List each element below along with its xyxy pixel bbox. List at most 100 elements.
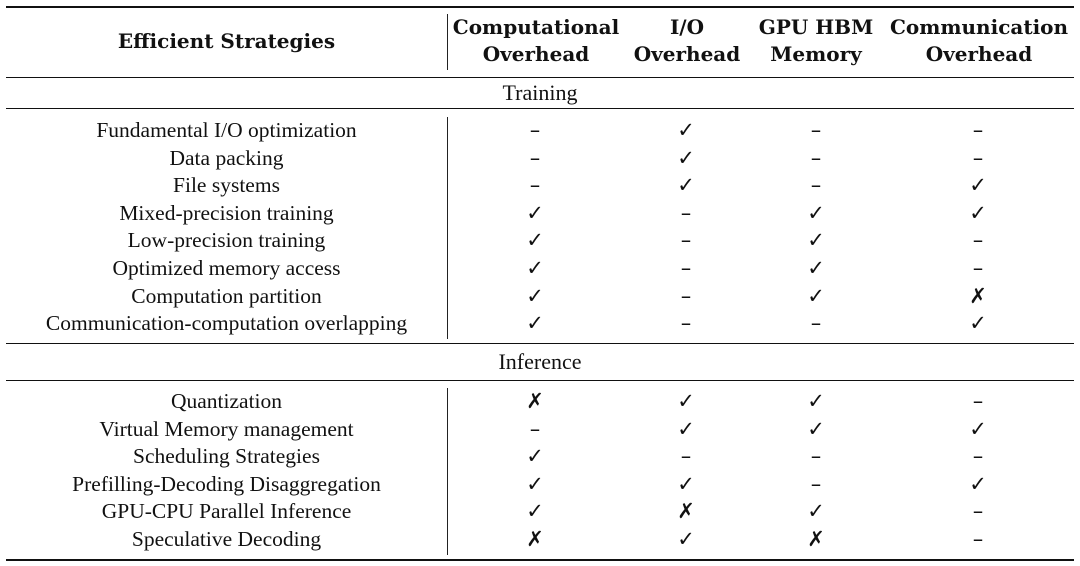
check-mark-icon-computational: ✓ xyxy=(526,471,544,496)
dash-mark-gpu-hbm: – xyxy=(810,444,822,469)
inference-section-rule xyxy=(6,380,1074,381)
table-row: Computation partition ✓ – ✓ ✗ xyxy=(0,283,1080,311)
dash-mark-gpu-hbm: – xyxy=(810,471,822,496)
check-mark-icon-gpu-hbm: ✓ xyxy=(807,389,825,413)
strategy-name: Quantization xyxy=(170,389,283,413)
header-rule xyxy=(6,77,1074,78)
dash-mark-communication: – xyxy=(972,389,984,413)
check-mark-icon-computational: ✓ xyxy=(526,499,544,524)
table-row: Quantization ✗ ✓ ✓ – xyxy=(0,388,1080,416)
table-row: Scheduling Strategies ✓ – – – xyxy=(0,443,1080,471)
dash-mark-communication: – xyxy=(972,444,984,469)
check-mark-icon-communication: ✓ xyxy=(969,311,987,336)
dash-mark-computational: – xyxy=(529,416,541,441)
check-mark-icon-gpu-hbm: ✓ xyxy=(807,499,825,524)
dash-mark-gpu-hbm: – xyxy=(810,311,822,336)
check-mark-icon-computational: ✓ xyxy=(526,200,544,225)
check-mark-icon-communication: ✓ xyxy=(969,200,987,225)
training-separator xyxy=(447,117,448,339)
cross-mark-icon-computational: ✗ xyxy=(526,389,544,413)
top-rule xyxy=(6,6,1074,8)
check-mark-icon-communication: ✓ xyxy=(969,173,987,198)
check-mark-icon-io: ✓ xyxy=(677,145,695,170)
header-computational-overhead: Computational Overhead xyxy=(452,15,620,66)
dash-mark-computational: – xyxy=(529,173,541,198)
strategy-name: Mixed-precision training xyxy=(119,200,334,225)
table-row: GPU-CPU Parallel Inference ✓ ✗ ✓ – xyxy=(0,498,1080,526)
dash-mark-io: – xyxy=(680,200,692,225)
dash-mark-communication: – xyxy=(972,256,984,280)
check-mark-icon-io: ✓ xyxy=(677,389,695,413)
cross-mark-icon-communication: ✗ xyxy=(969,283,987,308)
check-mark-icon-computational: ✓ xyxy=(526,444,544,469)
dash-mark-computational: – xyxy=(529,118,541,142)
strategy-name: Communication-computation overlapping xyxy=(45,311,408,336)
table-row: Prefilling-Decoding Disaggregation ✓ ✓ – ✓ xyxy=(0,471,1080,499)
table-row: Fundamental I/O optimization – ✓ – – xyxy=(0,117,1080,145)
table-row: Low-precision training ✓ – ✓ – xyxy=(0,227,1080,255)
training-end-rule xyxy=(6,343,1074,344)
strategy-name: File systems xyxy=(173,173,280,198)
check-mark-icon-gpu-hbm: ✓ xyxy=(807,283,825,308)
cross-mark-icon-gpu-hbm: ✗ xyxy=(807,527,825,551)
dash-mark-io: – xyxy=(680,311,692,336)
table-row: Data packing – ✓ – – xyxy=(0,145,1080,173)
table-row: Communication-computation overlapping ✓ – –… xyxy=(0,310,1080,338)
header-strategy: Efficient Strategies xyxy=(117,28,336,53)
table-row: Mixed-precision training ✓ – ✓ ✓ xyxy=(0,200,1080,228)
check-mark-icon-gpu-hbm: ✓ xyxy=(807,416,825,441)
inference-separator xyxy=(447,388,448,555)
header-gpu-hbm-memory: GPU HBM Memory xyxy=(758,15,874,66)
dash-mark-communication: – xyxy=(972,527,984,551)
header-separator xyxy=(447,14,448,70)
check-mark-icon-computational: ✓ xyxy=(526,256,544,280)
check-mark-icon-computational: ✓ xyxy=(526,228,544,253)
dash-mark-communication: – xyxy=(972,145,984,170)
check-mark-icon-gpu-hbm: ✓ xyxy=(807,256,825,280)
strategy-name: Speculative Decoding xyxy=(131,527,322,551)
check-mark-icon-gpu-hbm: ✓ xyxy=(807,228,825,253)
check-mark-icon-computational: ✓ xyxy=(526,283,544,308)
check-mark-icon-communication: ✓ xyxy=(969,416,987,441)
check-mark-icon-io: ✓ xyxy=(677,173,695,198)
cross-mark-icon-computational: ✗ xyxy=(526,527,544,551)
check-mark-icon-gpu-hbm: ✓ xyxy=(807,200,825,225)
table-row: Optimized memory access ✓ – ✓ – xyxy=(0,255,1080,283)
bottom-rule xyxy=(6,559,1074,561)
dash-mark-io: – xyxy=(680,444,692,469)
check-mark-icon-communication: ✓ xyxy=(969,471,987,496)
dash-mark-communication: – xyxy=(972,118,984,142)
dash-mark-communication: – xyxy=(972,499,984,524)
strategy-name: Optimized memory access xyxy=(112,256,341,280)
dash-mark-communication: – xyxy=(972,228,984,253)
check-mark-icon-io: ✓ xyxy=(677,527,695,551)
check-mark-icon-io: ✓ xyxy=(677,416,695,441)
strategy-name: Data packing xyxy=(169,145,284,170)
cross-mark-icon-io: ✗ xyxy=(677,499,695,524)
dash-mark-io: – xyxy=(680,256,692,280)
header-communication-overhead: Communication Overhead xyxy=(889,15,1069,66)
dash-mark-computational: – xyxy=(529,145,541,170)
table-row: File systems – ✓ – ✓ xyxy=(0,172,1080,200)
strategy-name: Scheduling Strategies xyxy=(133,444,320,469)
section-title-inference: Inference xyxy=(498,349,582,374)
check-mark-icon-computational: ✓ xyxy=(526,311,544,336)
strategy-name: Prefilling-Decoding Disaggregation xyxy=(72,471,381,496)
training-section-rule xyxy=(6,108,1074,109)
strategy-name: Computation partition xyxy=(131,283,322,308)
strategy-name: Low-precision training xyxy=(127,228,326,253)
strategy-name: Fundamental I/O optimization xyxy=(96,118,357,142)
table-row: Virtual Memory management – ✓ ✓ ✓ xyxy=(0,416,1080,444)
section-title-training: Training xyxy=(502,80,578,105)
check-mark-icon-io: ✓ xyxy=(677,471,695,496)
dash-mark-io: – xyxy=(680,228,692,253)
dash-mark-gpu-hbm: – xyxy=(810,173,822,198)
check-mark-icon-io: ✓ xyxy=(677,118,695,142)
dash-mark-gpu-hbm: – xyxy=(810,118,822,142)
strategy-name: Virtual Memory management xyxy=(99,416,354,441)
header-io-overhead: I/O Overhead xyxy=(633,15,741,66)
table-row: Speculative Decoding ✗ ✓ ✗ – xyxy=(0,526,1080,554)
strategy-name: GPU-CPU Parallel Inference xyxy=(101,499,352,524)
dash-mark-gpu-hbm: – xyxy=(810,145,822,170)
dash-mark-io: – xyxy=(680,283,692,308)
